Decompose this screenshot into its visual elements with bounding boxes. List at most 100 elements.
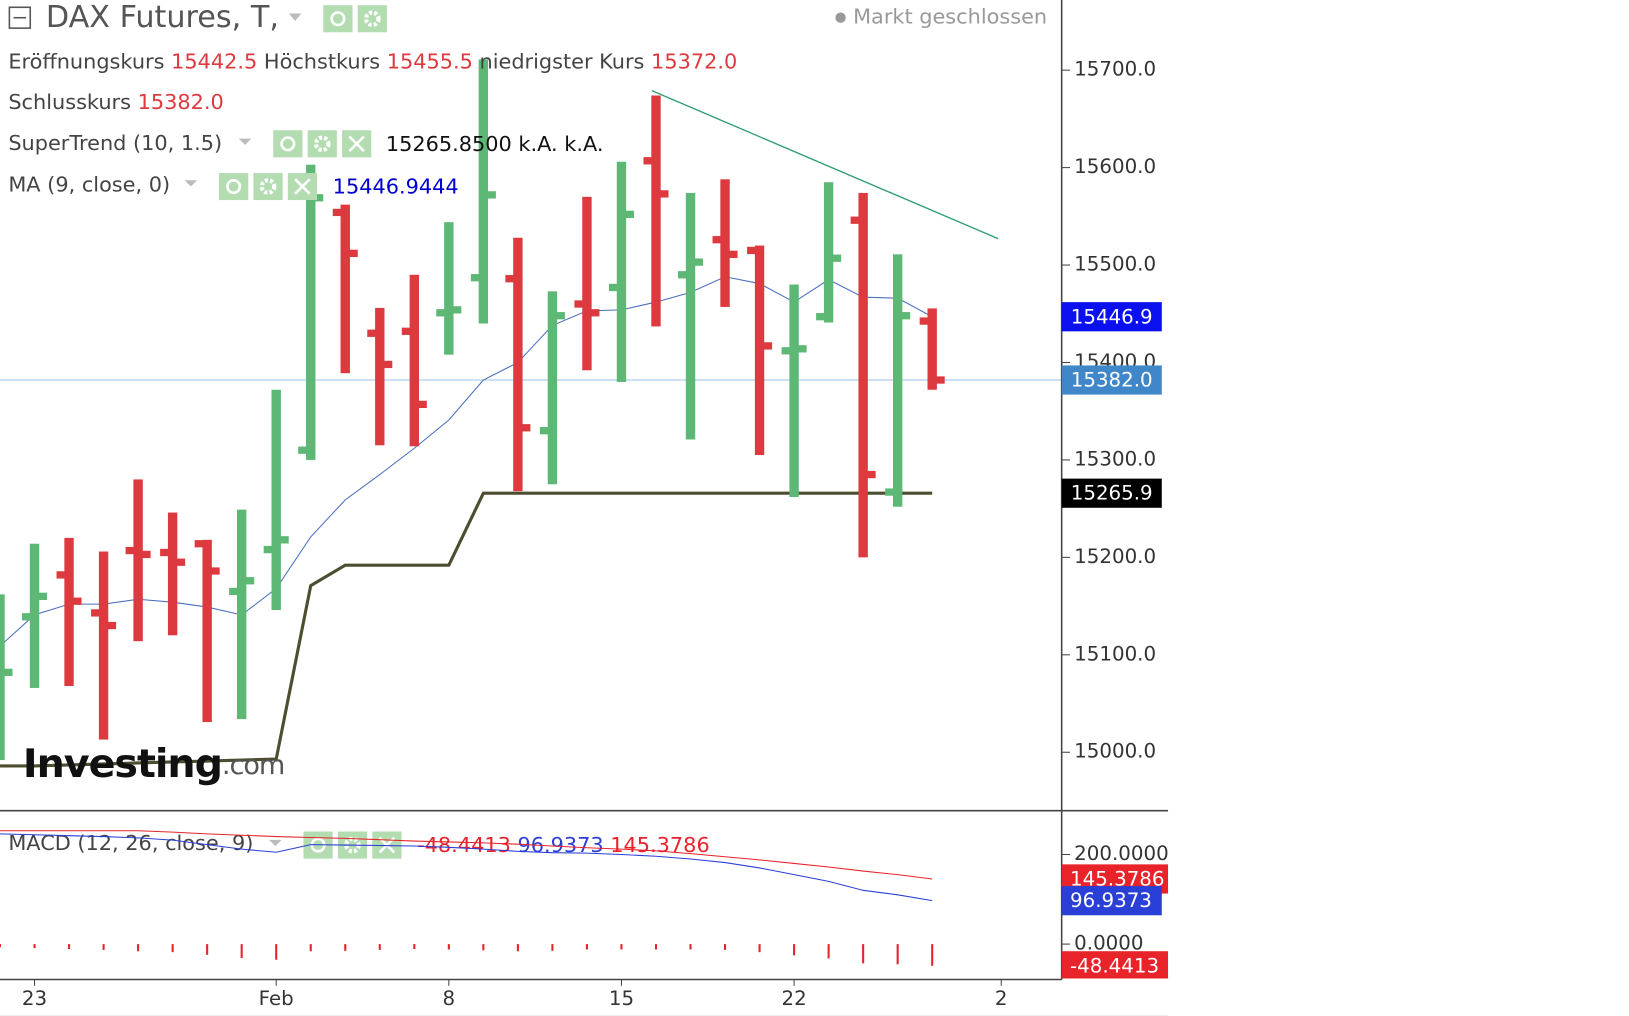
histogram-bar [309,944,312,952]
histogram-bar [240,944,243,958]
macd-name: MACD (12, 26, close, 9) [8,831,253,855]
histogram-bar [206,944,209,955]
bar-range [340,204,350,374]
icon-button[interactable] [273,130,303,158]
histogram-bar [654,944,658,950]
bar-open [263,545,277,554]
price-badge-label: -48.4413 [1070,954,1159,977]
histogram-bar [793,944,796,956]
ohlc-line-1: Eröffnungskurs 15442.5 Höchstkurs 15455.… [8,50,737,74]
bar-range [375,307,385,446]
bar-open [367,329,380,337]
histogram-bar [413,944,416,950]
bar-range [98,551,109,740]
bar-range [754,245,765,456]
bar-open [298,446,311,454]
bar-close [103,621,117,630]
dropdown-arrow [238,138,252,145]
icon-glyph [259,178,277,195]
bar-range [616,161,627,382]
bar-range [0,594,5,761]
bar-open [747,246,760,255]
bar-open [436,309,449,317]
bar-close [586,309,600,317]
bar-close [414,400,427,409]
icon-button[interactable] [253,172,283,201]
bar-range [236,509,247,720]
bar-range [513,237,523,492]
histogram-bar [33,944,36,949]
bar-close [897,312,911,320]
bar-open [850,216,864,224]
bar-open [125,546,139,555]
bar-close [621,210,634,219]
bar-close [517,424,531,432]
value: 15265.8500 [386,132,512,156]
histogram-bar [551,944,554,951]
value: k.A. [564,132,603,156]
icon-glyph [313,135,331,153]
icon-button[interactable] [307,130,337,158]
dropdown-arrow[interactable] [288,13,302,21]
bar-close [0,668,13,676]
y-tick-label: 15000.0 [1074,740,1156,763]
y-tick-label: 15300.0 [1074,447,1156,470]
bar-open [22,613,35,621]
icon-button[interactable] [219,172,249,201]
bar-range [271,389,281,610]
indicator-name: MA (9, close, 0) [8,172,170,196]
bar-range [927,308,937,390]
value: k.A. [518,132,557,156]
indicator-name: SuperTrend (10, 1.5) [8,131,222,155]
histogram-bar [862,944,865,964]
histogram-bar [827,944,830,959]
bar-close [276,536,289,544]
bar-range [29,543,40,688]
label: Höchstkurs [264,50,380,74]
signal-line [0,830,933,880]
status-dot [835,12,846,23]
price-badge-label: 15382.0 [1071,369,1153,392]
bar-range [789,284,799,497]
bar-range [892,254,903,507]
bar-close [241,577,255,585]
market-status: Markt geschlossen [853,5,1047,29]
price-badge-label: 96.9373 [1070,889,1152,912]
x-tick-label: 15 [609,987,634,1010]
indicator-line [0,276,933,647]
price-badge [1061,478,1162,508]
bar-open [677,271,691,279]
icon-glyph [363,10,381,28]
histogram-bar [516,944,519,952]
y-tick-label: 15700.0 [1074,58,1156,81]
collapse-icon[interactable] [8,6,32,29]
value: 15442.5 [171,50,257,74]
icon-button[interactable] [323,5,353,33]
bar-close [172,558,186,566]
histogram-bar [344,944,347,951]
bar-close [34,592,48,600]
suffix: .com [222,749,284,780]
bar-range [306,164,316,460]
histogram-bar [896,944,899,965]
macd-line [0,833,933,902]
bar-range [858,192,868,558]
icon-glyph [280,136,296,152]
icon-button[interactable] [357,5,387,33]
histogram-bar [723,944,727,950]
histogram-bar [275,944,278,960]
bar-open [643,157,656,165]
x-tick-label: 22 [781,987,806,1010]
bar-close [379,360,393,369]
histogram-bar [585,944,588,950]
y-tick-label: 200.0000 [1074,842,1169,865]
histogram-bar [137,944,140,952]
bar-open [539,427,553,435]
x-tick-label: Feb [259,987,294,1010]
trend-line [651,90,999,240]
x-tick-label: 23 [22,987,47,1010]
bar-close [863,470,876,479]
bar-range [133,479,143,642]
bar-open [885,488,898,496]
